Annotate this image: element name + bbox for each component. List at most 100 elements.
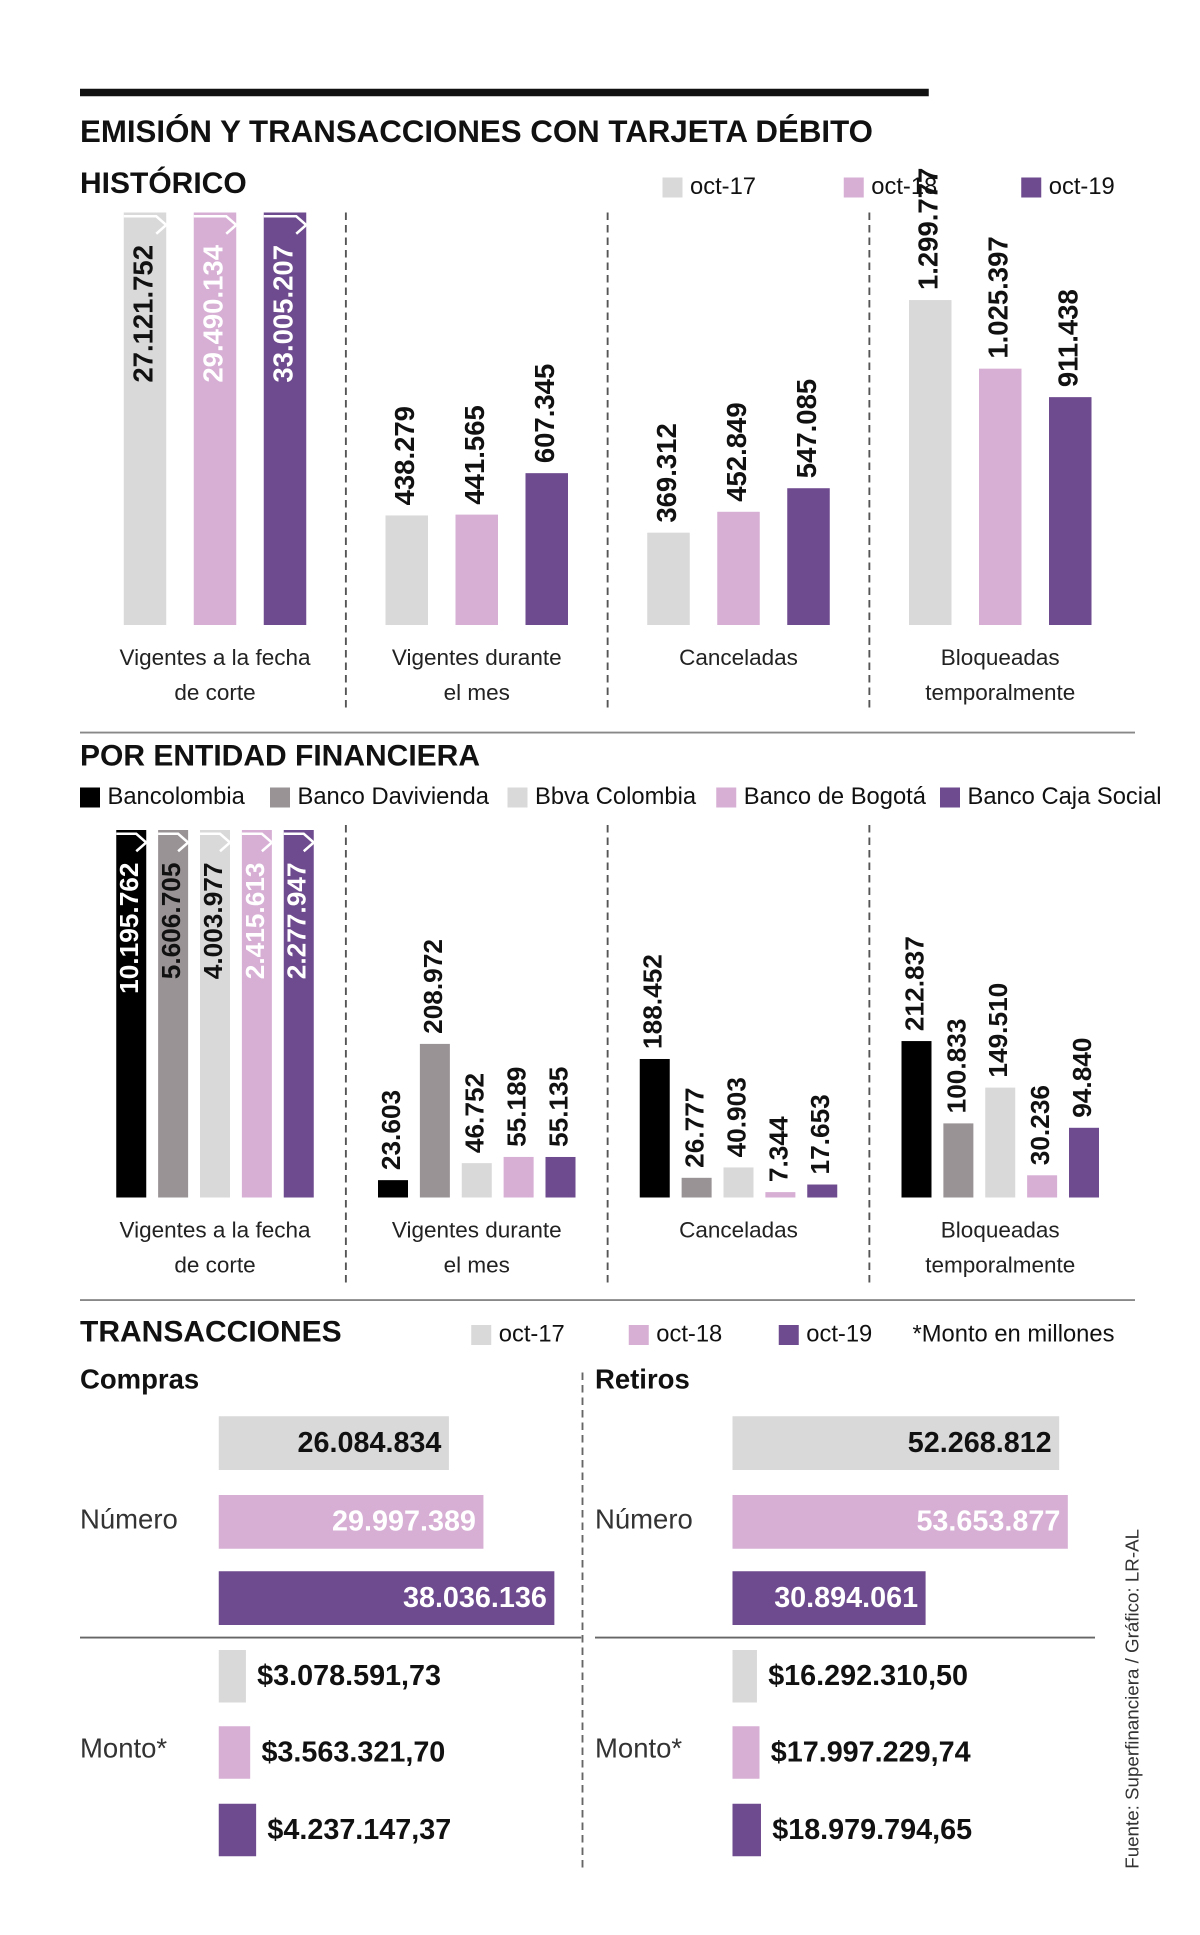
value-label: 27.121.752 (127, 245, 158, 383)
value-label: 911.438 (1053, 289, 1084, 387)
bar (455, 514, 498, 625)
bar (732, 1495, 1068, 1549)
category-label: Vigentes a la fecha de corte (119, 645, 311, 705)
value-label: 53.653.877 (916, 1506, 1060, 1538)
chart-title: HISTÓRICO (80, 166, 247, 200)
bar (1069, 1127, 1099, 1198)
legend-label: Banco de Bogotá (744, 783, 927, 810)
bar (732, 1803, 761, 1857)
bar (1027, 1175, 1058, 1198)
category-label: Bloqueadas temporalmente (925, 645, 1076, 705)
value-label: $3.563.321,70 (261, 1736, 445, 1768)
value-label: $18.979.794,65 (772, 1814, 972, 1846)
value-label: 149.510 (983, 983, 1013, 1078)
value-label: 33.005.207 (267, 245, 298, 383)
bar (419, 1043, 450, 1198)
bar (218, 1650, 246, 1703)
category-label: Bloqueadas temporalmente (925, 1217, 1076, 1278)
axis-break (158, 832, 191, 853)
value-label: 55.135 (543, 1067, 573, 1147)
category-label: Vigentes durante el mes (391, 645, 562, 705)
legend-label: Bancolombia (108, 783, 246, 810)
value-label: 94.840 (1067, 1037, 1097, 1117)
category-label: Vigentes durante el mes (391, 1217, 562, 1278)
value-label: 5.606.705 (156, 863, 186, 980)
value-label: 10.195.762 (114, 863, 144, 994)
bar (985, 1087, 1016, 1198)
value-label: 30.894.061 (774, 1582, 918, 1614)
bar (647, 532, 690, 625)
value-label: 1.025.397 (983, 236, 1014, 358)
axis-break (241, 832, 274, 853)
axis-break (116, 832, 149, 853)
bar (943, 1123, 974, 1198)
value-label: 212.837 (899, 936, 929, 1031)
chart-title: TRANSACCIONES (80, 1316, 342, 1349)
bar (123, 212, 167, 625)
value-label: $4.237.147,37 (267, 1814, 451, 1846)
bar (909, 300, 952, 625)
bar (732, 1650, 757, 1703)
value-label: 29.997.389 (332, 1506, 476, 1538)
legend-swatch (80, 787, 100, 808)
bar (765, 1192, 796, 1198)
bar (901, 1041, 932, 1198)
legend-swatch (1021, 177, 1042, 198)
bar (218, 1495, 484, 1549)
axis-break (123, 215, 169, 235)
value-label: 452.849 (721, 402, 752, 501)
row-label: Monto* (80, 1732, 167, 1763)
bar (218, 1416, 449, 1470)
chart-title: POR ENTIDAD FINANCIERA (80, 739, 480, 772)
legend-swatch (662, 177, 683, 198)
bar (378, 1180, 408, 1198)
value-label: 40.903 (721, 1077, 751, 1157)
value-label: 38.036.136 (403, 1582, 547, 1614)
legend-label: oct-18 (656, 1320, 722, 1347)
bar (717, 511, 760, 625)
page-title: EMISIÓN Y TRANSACCIONES CON TARJETA DÉBI… (80, 113, 873, 149)
value-label: 1.299.777 (913, 168, 944, 290)
axis-break (263, 215, 309, 235)
legend-swatch (628, 1325, 649, 1345)
value-label: 2.277.947 (282, 863, 312, 980)
axis-break (193, 215, 239, 235)
category-label: Canceladas (679, 1217, 798, 1243)
bar (200, 830, 230, 1198)
category-label-box: Bloqueadas temporalmente (925, 645, 1076, 705)
legend-swatch (716, 787, 737, 808)
bar (787, 488, 830, 625)
legend-swatch (471, 1325, 492, 1345)
row-label: Número (595, 1504, 693, 1535)
value-label: 208.972 (418, 939, 448, 1034)
value-label: 369.312 (651, 423, 682, 522)
legend-label: Banco Davivienda (298, 783, 490, 810)
bar (461, 1163, 492, 1198)
category-label-box: Vigentes a la fecha de corte (119, 645, 311, 705)
bar (283, 830, 314, 1198)
bar (116, 830, 147, 1198)
value-label: 26.084.834 (298, 1427, 442, 1459)
bar (218, 1726, 251, 1779)
bar (732, 1416, 1060, 1470)
category-label-box: Vigentes a la fecha de corte (120, 1218, 311, 1278)
bar (158, 830, 189, 1198)
category-label-box: Vigentes durante el mes (391, 1217, 562, 1278)
legend-note: *Monto en millones (913, 1320, 1115, 1347)
value-label: 46.752 (460, 1073, 490, 1153)
bar (525, 473, 568, 625)
row-label: Número (80, 1504, 178, 1535)
legend-swatch (507, 787, 528, 808)
bar (545, 1156, 576, 1198)
bar (218, 1803, 257, 1857)
legend-label: oct-19 (1049, 173, 1115, 200)
legend-swatch (843, 177, 864, 198)
value-label: 30.236 (1025, 1085, 1055, 1165)
legend-swatch (778, 1325, 799, 1345)
category-label: Canceladas (679, 645, 798, 670)
bar (732, 1726, 760, 1779)
bar (807, 1184, 838, 1198)
value-label: $16.292.310,50 (768, 1660, 968, 1692)
value-label: 100.833 (941, 1018, 971, 1113)
